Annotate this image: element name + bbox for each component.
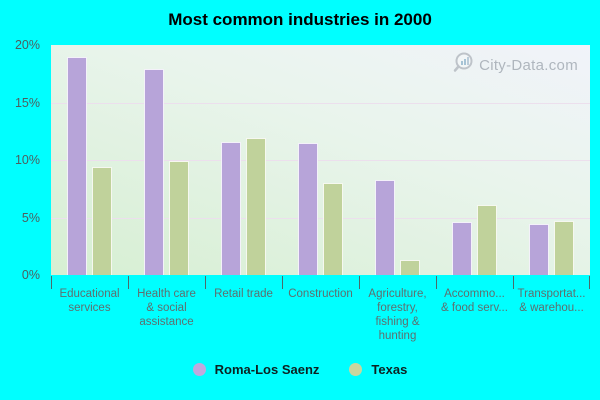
- category-label: Agriculture, forestry, fishing & hunting: [359, 287, 436, 343]
- category-label-line: forestry,: [377, 302, 418, 314]
- y-tick-label: 5%: [21, 210, 40, 225]
- category-label-line: & food serv...: [441, 302, 508, 314]
- category-label: Transportat... & warehou...: [513, 287, 590, 343]
- category-label-line: Accommo...: [444, 288, 505, 300]
- bar-roma-los-saenz: [144, 69, 164, 275]
- y-tick-label: 15%: [14, 95, 40, 110]
- category-label-line: Educational: [59, 288, 120, 300]
- bar-group: [513, 45, 590, 275]
- y-tick-label: 20%: [14, 38, 40, 52]
- bar-texas: [246, 138, 266, 275]
- bar-texas: [400, 260, 420, 275]
- category-label-line: hunting: [378, 330, 417, 342]
- bar-group: [51, 45, 128, 275]
- bar-roma-los-saenz: [221, 141, 241, 275]
- bar-group: [282, 45, 359, 275]
- magnifier-chart-icon: [453, 51, 477, 80]
- category-label: Accommo... & food serv...: [436, 287, 513, 343]
- category-label: Educational services: [51, 287, 128, 343]
- category-label-line: fishing &: [375, 316, 420, 328]
- legend-dot-icon: [192, 363, 206, 376]
- bar-texas: [554, 220, 574, 275]
- category-label: Health care & social assistance: [128, 287, 205, 343]
- y-tick-label: 0%: [21, 268, 40, 282]
- watermark-text: City-Data.com: [479, 57, 578, 74]
- legend-label: Roma-Los Saenz: [214, 362, 320, 377]
- bar-texas: [477, 204, 497, 275]
- category-label-line: Agriculture,: [368, 288, 427, 300]
- bar-group: [205, 45, 282, 275]
- category-label: Retail trade: [205, 287, 282, 343]
- legend-entry: Texas: [349, 362, 407, 377]
- x-tick: [436, 276, 437, 289]
- y-axis-labels: 20% 15% 10% 5% 0%: [0, 38, 45, 282]
- bar-roma-los-saenz: [67, 56, 87, 275]
- category-label-line: Retail trade: [214, 288, 273, 300]
- bar-roma-los-saenz: [529, 224, 549, 275]
- bar-group: [436, 45, 513, 275]
- bar-roma-los-saenz: [452, 222, 472, 275]
- watermark: City-Data.com: [453, 51, 578, 80]
- x-tick: [589, 276, 590, 289]
- legend-entry: Roma-Los Saenz: [192, 362, 320, 377]
- bar-texas: [169, 161, 189, 275]
- category-label-line: Health care: [137, 288, 196, 300]
- x-tick: [204, 276, 206, 289]
- bar-group: [359, 45, 436, 275]
- category-label-line: Transportat...: [517, 288, 586, 300]
- x-tick: [282, 276, 283, 289]
- bar-texas: [323, 183, 343, 275]
- x-axis-labels: Educational services Health care & social as…: [51, 287, 590, 343]
- category-label: Construction: [282, 287, 359, 343]
- legend: Roma-Los Saenz Texas: [0, 362, 600, 377]
- bar-roma-los-saenz: [298, 142, 318, 275]
- x-tick: [51, 276, 52, 289]
- bar-texas: [92, 166, 112, 275]
- x-tick: [513, 276, 514, 289]
- category-label-line: assistance: [139, 316, 194, 328]
- chart-title: Most common industries in 2000: [168, 10, 432, 29]
- legend-label: Texas: [371, 362, 408, 377]
- category-label-line: & social: [146, 302, 187, 314]
- legend-dot-icon: [349, 363, 363, 376]
- bar-roma-los-saenz: [375, 179, 395, 275]
- bar-group: [128, 45, 205, 275]
- plot-area: City-Data.com: [51, 45, 590, 275]
- x-axis-ticks: [51, 276, 590, 290]
- gridline: [51, 160, 590, 161]
- x-tick: [358, 276, 360, 289]
- category-label-line: & warehou...: [519, 302, 584, 314]
- category-label-line: services: [68, 302, 111, 314]
- gridline: [51, 102, 590, 104]
- y-tick-label: 10%: [14, 153, 40, 167]
- gridline: [51, 217, 590, 219]
- category-label-line: Construction: [288, 288, 353, 300]
- bar-groups: [51, 45, 590, 275]
- x-tick: [127, 276, 129, 289]
